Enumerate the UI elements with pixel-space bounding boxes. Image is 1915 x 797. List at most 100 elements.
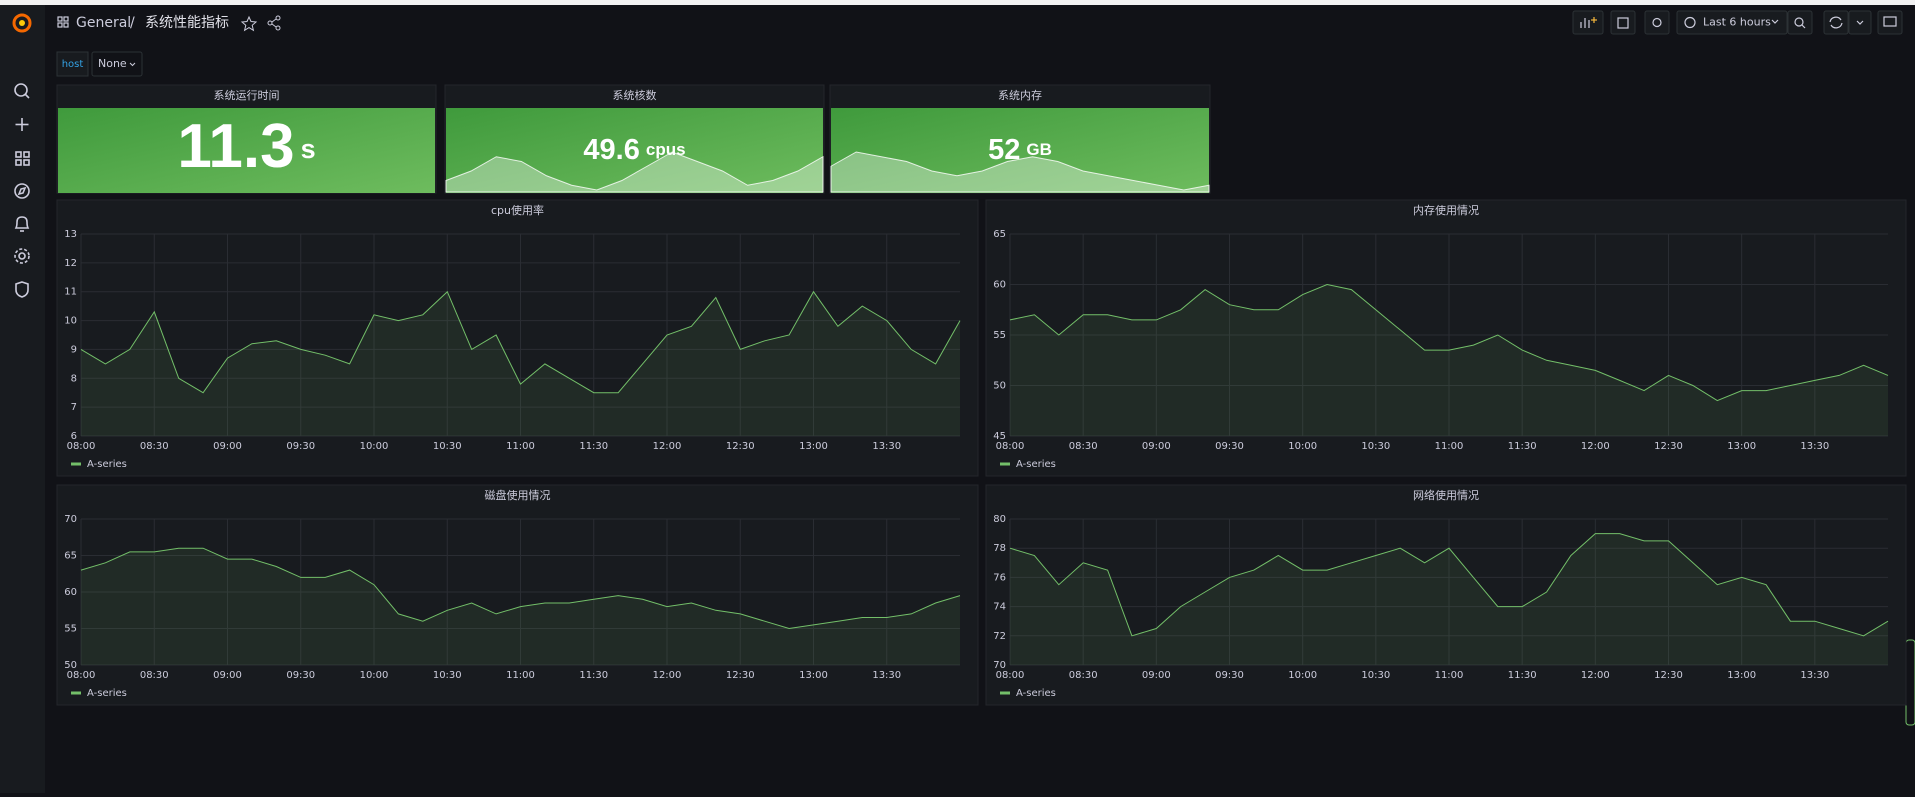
series-line bbox=[80, 547, 961, 630]
y-tick-label: 74 bbox=[993, 602, 1006, 613]
chevron-icon bbox=[1771, 19, 1779, 24]
x-tick-label: 13:30 bbox=[1800, 670, 1829, 681]
x-tick-label: 08:30 bbox=[140, 441, 169, 452]
x-tick-label: 13:00 bbox=[1727, 441, 1756, 452]
y-tick-label: 76 bbox=[993, 572, 1006, 583]
zoom-icon bbox=[1794, 17, 1806, 29]
refresh-interval-button[interactable] bbox=[1848, 10, 1872, 35]
x-tick-label: 10:00 bbox=[1288, 670, 1317, 681]
legend-label: A-series bbox=[1016, 688, 1056, 699]
y-tick-label: 7 bbox=[71, 402, 77, 413]
y-tick-label: 13 bbox=[64, 229, 77, 240]
x-tick-label: 09:30 bbox=[1215, 441, 1244, 452]
search-icon[interactable] bbox=[14, 83, 30, 99]
x-tick-label: 13:00 bbox=[1727, 670, 1756, 681]
chevron-icon bbox=[1856, 20, 1864, 25]
panel-frame bbox=[56, 199, 979, 477]
x-tick-label: 13:30 bbox=[872, 670, 901, 681]
y-tick-label: 45 bbox=[993, 431, 1006, 442]
star-button[interactable] bbox=[240, 15, 258, 32]
y-tick-label: 55 bbox=[64, 624, 77, 635]
x-tick-label: 08:00 bbox=[996, 441, 1025, 452]
dashboard-title[interactable]: 系统性能指标 bbox=[145, 15, 229, 31]
sidebar bbox=[0, 5, 45, 793]
x-tick-label: 12:30 bbox=[1654, 441, 1683, 452]
dashboards-icon-small bbox=[57, 16, 69, 28]
x-tick-label: 09:30 bbox=[286, 441, 315, 452]
x-tick-label: 11:00 bbox=[506, 441, 535, 452]
x-tick-label: 10:30 bbox=[433, 441, 462, 452]
y-tick-label: 78 bbox=[993, 543, 1006, 554]
legend-label: A-series bbox=[1016, 459, 1056, 470]
breadcrumb: General / 系统性能指标 bbox=[57, 15, 281, 32]
y-tick-label: 65 bbox=[993, 229, 1006, 240]
x-tick-label: 08:00 bbox=[67, 441, 96, 452]
x-tick-label: 09:00 bbox=[213, 441, 242, 452]
x-tick-label: 08:30 bbox=[1069, 670, 1098, 681]
legend-label: A-series bbox=[87, 459, 127, 470]
gear-icon bbox=[1652, 17, 1662, 28]
x-tick-label: 13:00 bbox=[799, 441, 828, 452]
config-icon[interactable] bbox=[14, 248, 30, 264]
time-picker[interactable] bbox=[1676, 10, 1788, 35]
series-area bbox=[1010, 533, 1888, 665]
x-tick-label: 10:00 bbox=[360, 670, 389, 681]
x-tick-label: 10:30 bbox=[1361, 670, 1390, 681]
y-tick-label: 8 bbox=[71, 373, 77, 384]
x-tick-label: 09:00 bbox=[1142, 670, 1171, 681]
save-button[interactable] bbox=[1610, 10, 1636, 35]
x-tick-label: 11:30 bbox=[579, 441, 608, 452]
time-range-label[interactable]: Last 6 hours bbox=[1703, 16, 1771, 29]
x-tick-label: 11:30 bbox=[1508, 441, 1537, 452]
x-tick-label: 12:00 bbox=[653, 441, 682, 452]
x-tick-label: 10:30 bbox=[433, 670, 462, 681]
zoom-out-button[interactable] bbox=[1787, 10, 1813, 35]
stat-panel: 系统核数 49.6 cpus bbox=[444, 84, 825, 194]
explore-icon[interactable] bbox=[14, 183, 30, 199]
x-tick-label: 09:00 bbox=[213, 670, 242, 681]
y-tick-label: 9 bbox=[71, 344, 77, 355]
dashboards-icon[interactable] bbox=[15, 151, 30, 166]
tv-icon bbox=[1883, 16, 1897, 27]
y-tick-label: 50 bbox=[64, 660, 77, 671]
x-tick-label: 12:30 bbox=[726, 670, 755, 681]
x-tick-label: 09:00 bbox=[1142, 441, 1171, 452]
sparkline bbox=[830, 151, 1210, 193]
stat-panel: 系统内存 52 GB bbox=[829, 84, 1211, 194]
y-tick-label: 72 bbox=[993, 631, 1006, 642]
x-tick-label: 12:00 bbox=[653, 670, 682, 681]
x-tick-label: 11:00 bbox=[1435, 670, 1464, 681]
x-tick-label: 12:00 bbox=[1581, 670, 1610, 681]
panel-title: cpu使用率 bbox=[491, 203, 544, 217]
stat-value: 52 bbox=[988, 134, 1020, 166]
share-button[interactable] bbox=[267, 15, 281, 31]
create-icon[interactable] bbox=[15, 118, 29, 131]
y-tick-label: 65 bbox=[64, 551, 77, 562]
panel-title: 系统内存 bbox=[998, 88, 1042, 102]
stat-background bbox=[831, 108, 1209, 193]
x-tick-label: 09:30 bbox=[286, 670, 315, 681]
admin-icon[interactable] bbox=[15, 281, 29, 298]
tv-mode-button[interactable] bbox=[1877, 10, 1903, 35]
sparkline bbox=[445, 151, 824, 193]
series-line bbox=[1009, 533, 1889, 637]
refresh-button[interactable] bbox=[1823, 10, 1849, 35]
x-tick-label: 10:00 bbox=[1288, 441, 1317, 452]
add-panel-button[interactable] bbox=[1572, 10, 1604, 35]
stat-unit: s bbox=[301, 134, 316, 164]
panel-title: 网络使用情况 bbox=[1413, 488, 1479, 502]
grafana-logo[interactable] bbox=[12, 13, 32, 33]
x-tick-label: 08:00 bbox=[67, 670, 96, 681]
variable-value[interactable]: None bbox=[98, 57, 127, 70]
alerting-icon[interactable] bbox=[14, 216, 30, 232]
settings-button[interactable] bbox=[1644, 10, 1670, 35]
variable-select[interactable] bbox=[91, 51, 143, 77]
folder-link[interactable]: General bbox=[76, 15, 131, 31]
x-tick-label: 11:30 bbox=[1508, 670, 1537, 681]
timeseries-panel: 磁盘使用情况 50 55 60 65 70 08:00 08:30 09:00 09:30 10:0… bbox=[56, 484, 979, 706]
stat-value: 11.3 bbox=[177, 112, 294, 181]
y-tick-label: 12 bbox=[64, 258, 77, 269]
add-panel-icon bbox=[1580, 17, 1597, 28]
y-tick-label: 70 bbox=[64, 514, 77, 525]
